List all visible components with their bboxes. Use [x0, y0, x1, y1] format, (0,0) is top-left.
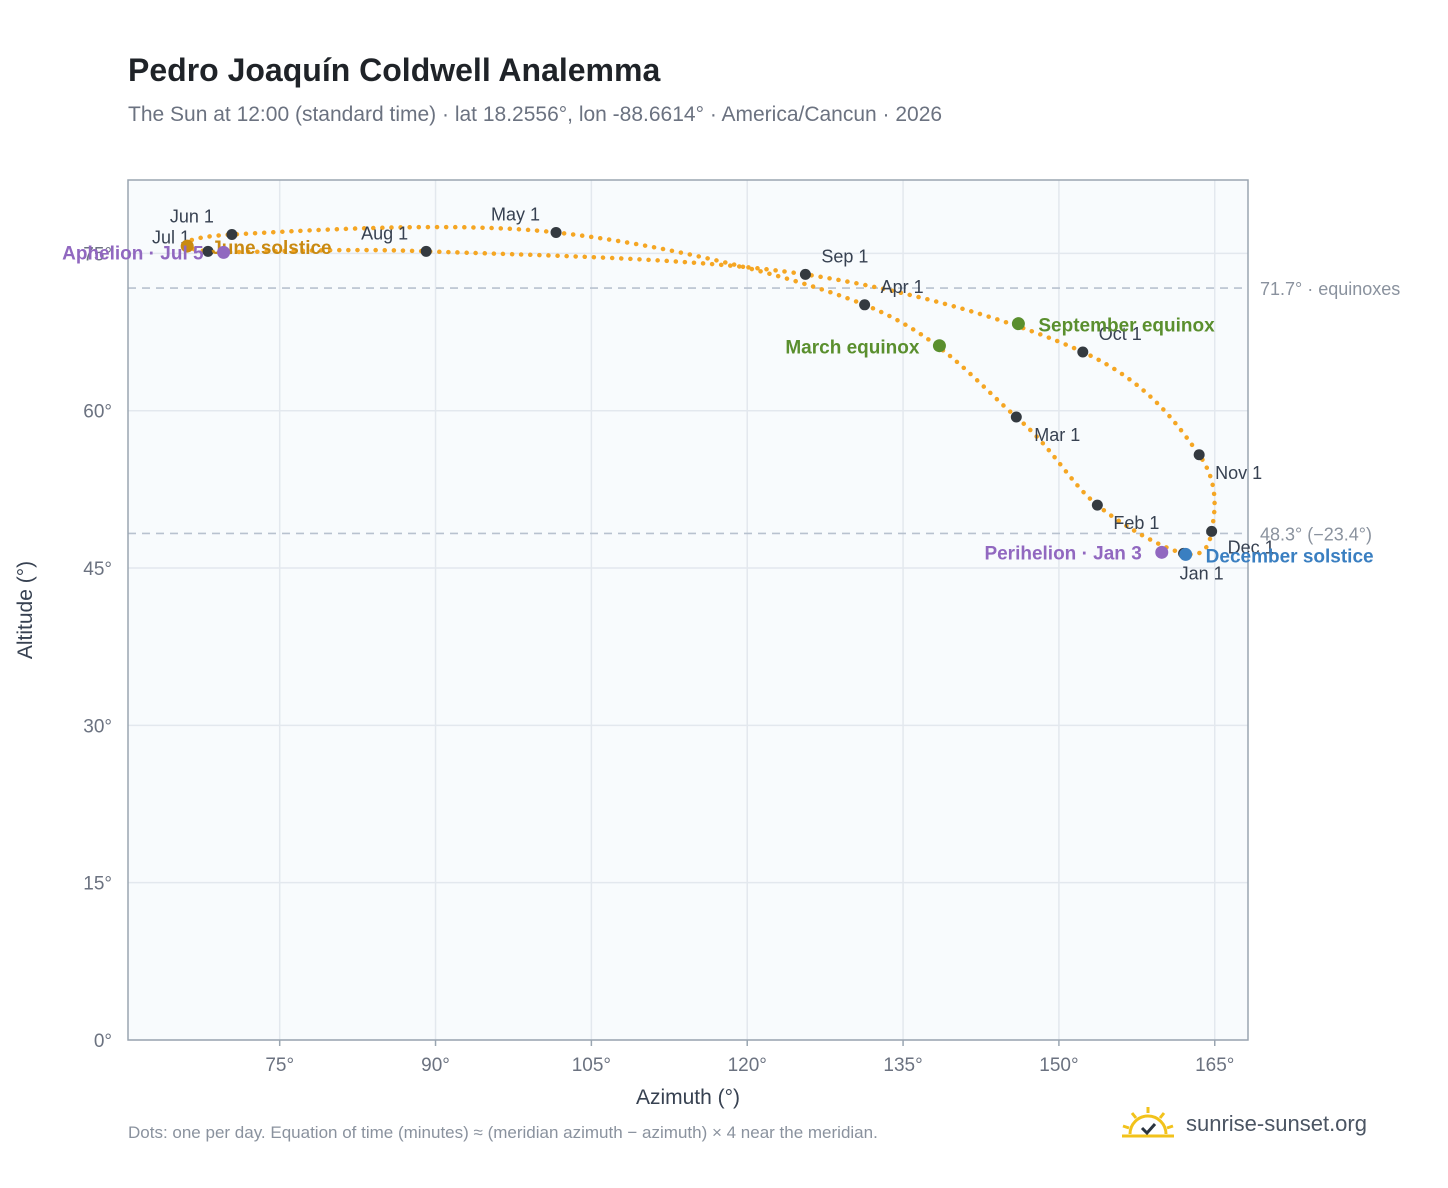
month-point	[859, 299, 871, 311]
month-point	[1010, 411, 1022, 423]
month-label: Aug 1	[361, 223, 408, 243]
x-tick-label: 165°	[1195, 1055, 1234, 1076]
special-point	[1155, 545, 1169, 559]
month-label: Dec 1	[1228, 537, 1275, 557]
x-tick-label: 135°	[883, 1055, 922, 1076]
y-tick-label: 0°	[94, 1031, 112, 1052]
month-point	[420, 245, 432, 257]
month-label: Feb 1	[1113, 513, 1159, 533]
special-point-label: December solstice	[1206, 546, 1374, 567]
month-label: May 1	[491, 204, 540, 224]
month-label: Jun 1	[170, 207, 214, 227]
brand-logo[interactable]: sunrise-sunset.org	[1120, 1100, 1367, 1148]
month-point	[226, 229, 238, 241]
x-tick-label: 120°	[728, 1055, 767, 1076]
month-label: Jul 1	[152, 227, 190, 247]
y-tick-label: 60°	[83, 402, 112, 423]
month-label: Jan 1	[1180, 563, 1224, 583]
special-point	[932, 339, 946, 353]
month-label: Sep 1	[821, 246, 868, 266]
y-axis-label: Altitude (°)	[14, 561, 37, 659]
month-point	[1091, 499, 1103, 511]
special-point-label: Perihelion · Jan 3	[984, 543, 1141, 564]
month-point	[1206, 525, 1218, 537]
x-axis-label: Azimuth (°)	[636, 1086, 740, 1109]
x-tick-label: 105°	[572, 1055, 611, 1076]
reference-lines: 71.7° · equinoxes 48.3° (−23.4°)	[128, 279, 1400, 544]
footnote: Dots: one per day. Equation of time (min…	[128, 1123, 878, 1142]
x-tick-label: 90°	[421, 1055, 450, 1076]
x-tick-label: 150°	[1039, 1055, 1078, 1076]
brand-name: sunrise-sunset.org	[1186, 1111, 1367, 1136]
x-tick-label: 75°	[265, 1055, 294, 1076]
month-point	[799, 268, 811, 280]
sun-logo-icon	[1122, 1107, 1174, 1138]
y-tick-label: 75°	[83, 244, 112, 265]
month-label: Nov 1	[1215, 463, 1262, 483]
special-point	[217, 245, 231, 259]
plot-frame	[127, 179, 1249, 1041]
month-label: Oct 1	[1099, 324, 1142, 344]
month-label: Apr 1	[881, 277, 924, 297]
special-point-label: Aphelion · Jul 5	[62, 243, 204, 264]
reference-line-label: 48.3° (−23.4°)	[1260, 524, 1372, 544]
month-label: Mar 1	[1034, 425, 1080, 445]
y-tick-label: 30°	[83, 716, 112, 737]
special-point	[180, 239, 194, 253]
month-point	[1193, 449, 1205, 461]
reference-line-label: 71.7° · equinoxes	[1260, 279, 1400, 299]
chart-title: Pedro Joaquín Coldwell Analemma	[128, 52, 661, 88]
plot-background	[128, 180, 1248, 1040]
month-point	[550, 226, 562, 238]
month-point	[1077, 346, 1089, 358]
y-tick-label: 15°	[83, 874, 112, 895]
chart-subtitle: The Sun at 12:00 (standard time) · lat 1…	[128, 103, 943, 126]
axis-ticks: 75° 90° 105° 120° 135° 150° 165° 0° 15° 30° 45° 60°…	[83, 244, 1234, 1076]
y-tick-label: 45°	[83, 559, 112, 580]
special-point-label: March equinox	[785, 338, 920, 359]
special-point-label: September equinox	[1038, 316, 1215, 337]
special-point	[1179, 547, 1193, 561]
month-point	[202, 245, 214, 257]
special-point	[1011, 317, 1025, 331]
special-point-label: June solstice	[211, 238, 331, 259]
